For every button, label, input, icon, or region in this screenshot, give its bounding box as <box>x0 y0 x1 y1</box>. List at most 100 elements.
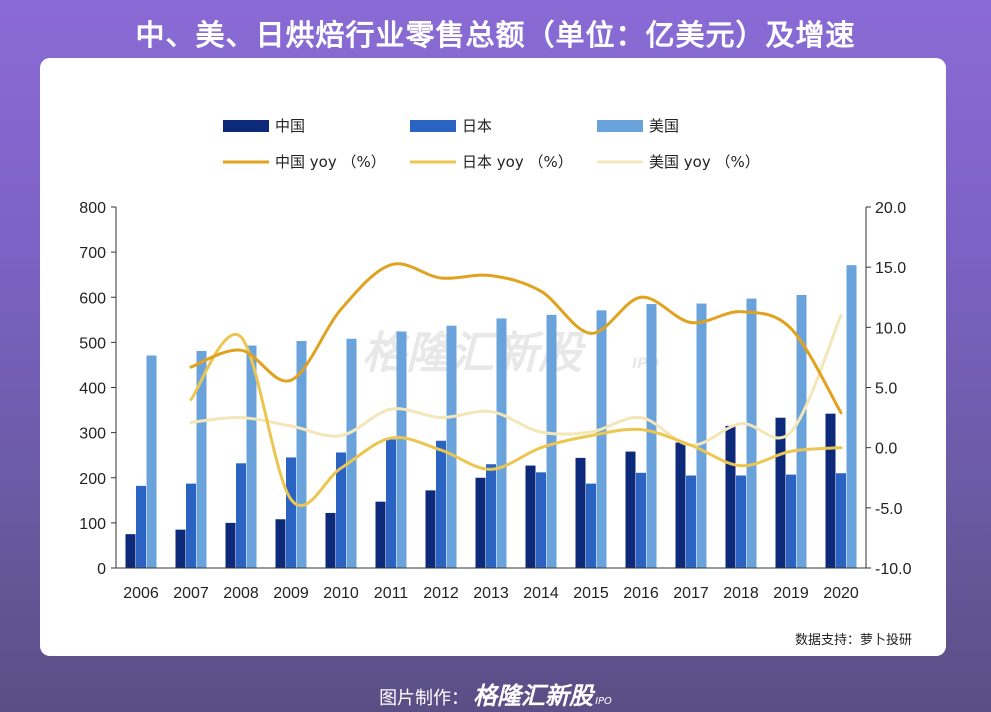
data-source: 数据支持：萝卜投研 <box>794 633 912 648</box>
y-left-tick-label: 500 <box>79 335 106 352</box>
y-left-tick-label: 200 <box>79 471 106 488</box>
bar-us-2006 <box>146 355 157 568</box>
bar-japan-2017 <box>686 475 696 568</box>
bar-us-2010 <box>346 338 357 568</box>
y-left-tick-label: 600 <box>79 290 106 307</box>
bar-layer <box>125 265 857 568</box>
y-left-tick-label: 800 <box>79 200 106 217</box>
bar-china-2013 <box>475 477 486 568</box>
x-tick-label: 2018 <box>723 585 759 602</box>
bar-us-2017 <box>696 303 707 568</box>
bar-china-2014 <box>525 465 536 568</box>
y-right-tick-label: 10.0 <box>875 320 906 337</box>
x-tick-label: 2016 <box>623 585 659 602</box>
axes: 0 100 200 300 400 500 600 700 800 -10.0 -5.0 0.0 5.0… <box>79 200 911 602</box>
bar-japan-2012 <box>436 440 446 568</box>
x-tick-label: 2013 <box>473 585 509 602</box>
us-yoy-line <box>189 313 843 447</box>
footer: 图片制作： 格隆汇新股 IPO <box>0 676 991 711</box>
bar-japan-2007 <box>186 483 196 568</box>
bar-japan-2006 <box>136 485 146 568</box>
bar-japan-2010 <box>336 452 346 568</box>
bar-china-2012 <box>425 490 436 568</box>
bar-us-2008 <box>246 345 257 568</box>
bar-china-2016 <box>625 451 636 568</box>
x-tick-label: 2011 <box>374 585 409 602</box>
bar-japan-2011 <box>386 439 396 568</box>
x-tick-label: 2008 <box>223 585 259 602</box>
x-tick-label: 2009 <box>273 585 309 602</box>
legend-label: 美国 <box>649 117 679 135</box>
legend-swatch <box>223 120 269 132</box>
legend-label: 日本 <box>462 117 492 135</box>
bar-china-2020 <box>825 413 836 568</box>
x-tick-label: 2015 <box>573 585 609 602</box>
bar-us-2015 <box>596 310 607 568</box>
bar-us-2012 <box>446 325 457 568</box>
japan-yoy-line <box>189 332 843 507</box>
x-tick-label: 2007 <box>173 585 209 602</box>
x-tick-label: 2014 <box>523 585 559 602</box>
y-right-tick-label: 0.0 <box>875 441 897 458</box>
bar-us-2009 <box>296 341 307 568</box>
y-right-tick-label: -5.0 <box>875 501 903 518</box>
footer-label: 图片制作： <box>379 688 470 709</box>
legend-label: 美国 yoy （%） <box>649 153 760 171</box>
footer-brand-logo: 格隆汇新股 <box>473 682 594 710</box>
y-left-tick-label: 100 <box>79 516 106 533</box>
bar-us-2011 <box>396 331 407 568</box>
bar-china-2018 <box>725 425 736 568</box>
bar-china-2009 <box>275 519 286 568</box>
chart-card: 格隆汇新股 IPO 0 100 200 300 400 500 600 700 800 -10.0… <box>40 58 946 656</box>
footer-ipo: IPO <box>595 696 612 707</box>
bar-china-2008 <box>225 522 236 568</box>
bar-us-2013 <box>496 318 507 568</box>
x-tick-label: 2019 <box>773 585 809 602</box>
bar-china-2011 <box>375 501 386 568</box>
chart: 格隆汇新股 IPO 0 100 200 300 400 500 600 700 800 -10.0… <box>79 117 911 602</box>
bar-us-2014 <box>546 314 557 568</box>
legend-swatch <box>597 120 643 132</box>
line-layer <box>189 262 843 507</box>
bar-us-2018 <box>746 298 757 568</box>
bar-china-2019 <box>775 417 786 568</box>
bar-japan-2019 <box>786 474 796 568</box>
bar-japan-2016 <box>636 472 646 568</box>
bar-us-2016 <box>646 304 657 568</box>
legend-label: 中国 <box>275 117 305 135</box>
legend-label: 日本 yoy （%） <box>462 153 573 171</box>
legend-label: 中国 yoy （%） <box>275 153 386 171</box>
bar-japan-2009 <box>286 457 296 568</box>
bar-china-2015 <box>575 457 586 568</box>
y-right-tick-label: 15.0 <box>875 260 906 277</box>
bar-china-2007 <box>175 529 186 568</box>
bar-japan-2013 <box>486 464 496 568</box>
page-title: 中、美、日烘焙行业零售总额（单位：亿美元）及增速 <box>135 18 856 52</box>
bar-japan-2014 <box>536 472 546 568</box>
bar-us-2019 <box>796 294 807 568</box>
watermark: 格隆汇新股 IPO <box>362 328 659 379</box>
bar-japan-2018 <box>736 475 746 568</box>
y-right-tick-label: 5.0 <box>875 381 897 398</box>
bar-china-2010 <box>325 512 336 568</box>
bar-us-2007 <box>196 350 207 568</box>
bar-japan-2008 <box>236 463 246 568</box>
bar-us-2020 <box>846 265 857 568</box>
china-yoy-line <box>189 262 843 415</box>
y-left-tick-label: 400 <box>79 381 106 398</box>
bar-japan-2015 <box>586 483 596 568</box>
bar-japan-2020 <box>836 473 846 568</box>
y-right-tick-label: 20.0 <box>875 200 906 217</box>
y-left-tick-label: 0 <box>97 561 106 578</box>
x-tick-label: 2020 <box>823 585 859 602</box>
x-tick-label: 2012 <box>423 585 459 602</box>
y-left-tick-label: 300 <box>79 426 106 443</box>
y-right-tick-label: -10.0 <box>875 561 912 578</box>
bar-china-2006 <box>125 534 136 568</box>
bar-china-2017 <box>675 442 686 568</box>
x-tick-label: 2017 <box>673 585 709 602</box>
y-left-tick-label: 700 <box>79 245 106 262</box>
x-tick-label: 2010 <box>323 585 359 602</box>
x-tick-label: 2006 <box>123 585 159 602</box>
